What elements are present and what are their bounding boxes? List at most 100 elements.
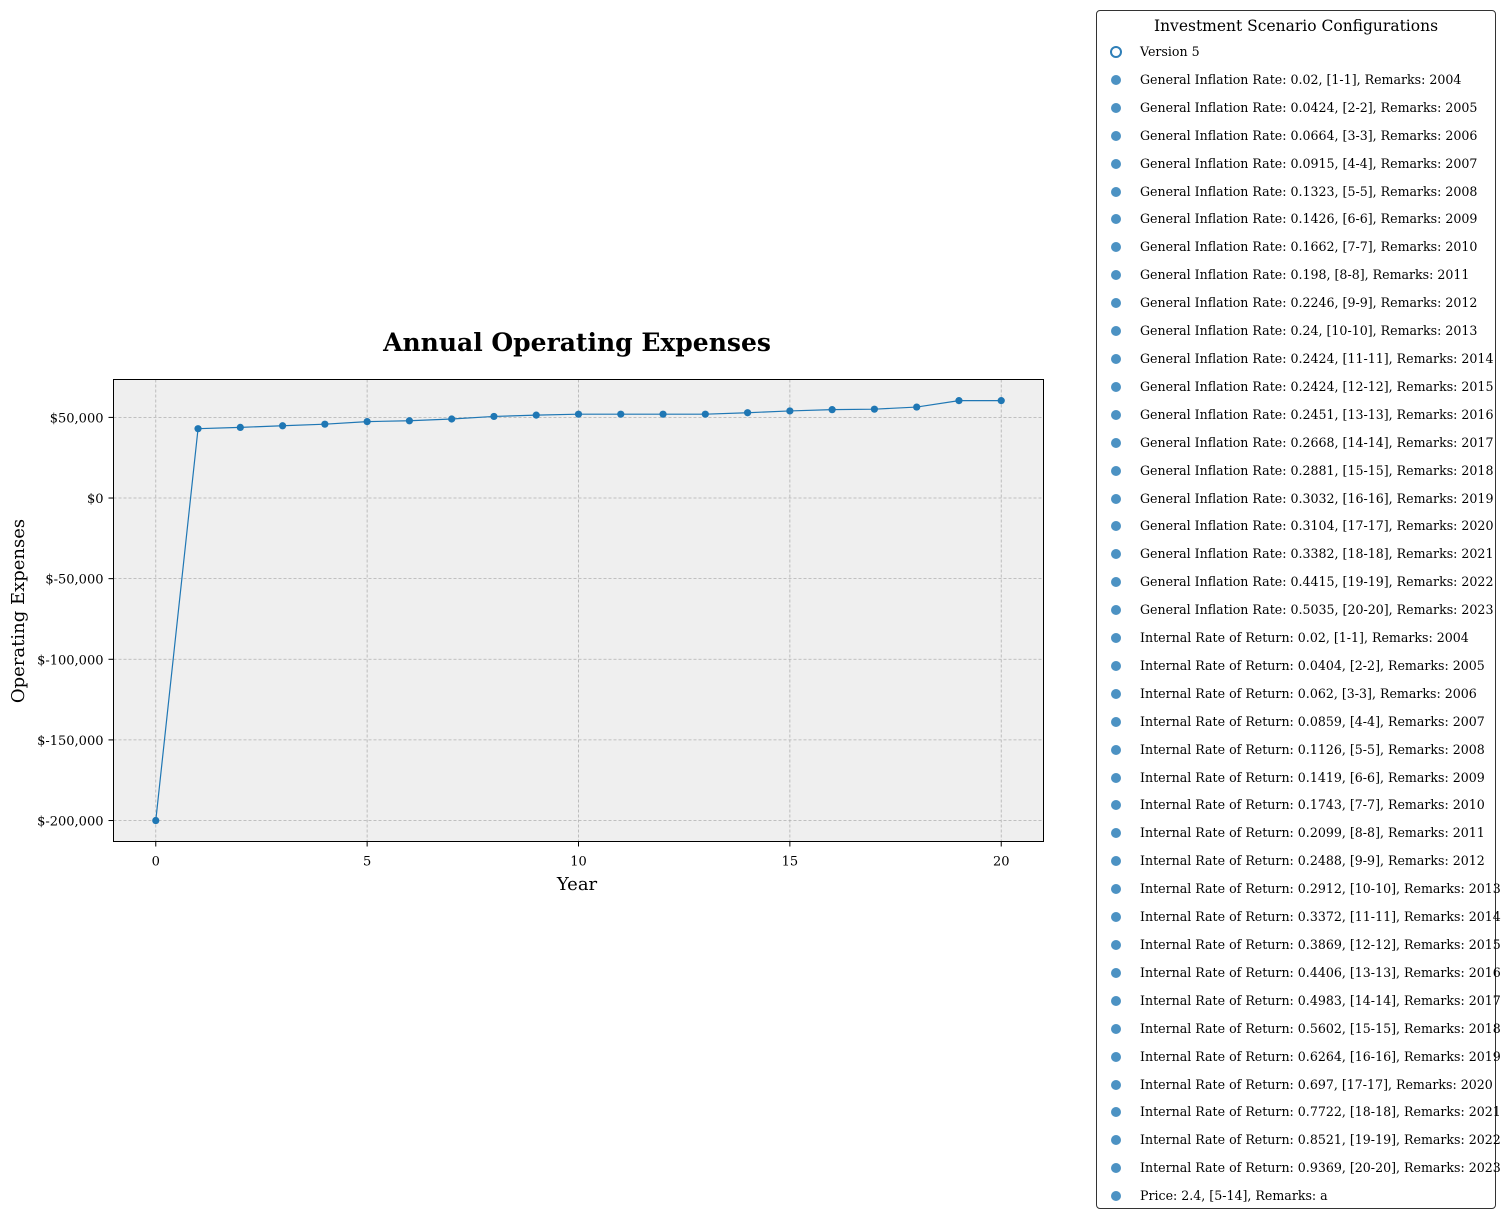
legend-item-label: Internal Rate of Return: 0.9369, [20-20]… [1140,1160,1501,1176]
legend-item-label: Internal Rate of Return: 0.3372, [11-11]… [1140,909,1501,925]
circle-marker-icon [1111,1135,1121,1146]
legend-item: General Inflation Rate: 0.198, [8-8], Re… [1097,261,1495,289]
legend-item: Internal Rate of Return: 0.3372, [11-11]… [1097,903,1501,931]
legend-item-label: General Inflation Rate: 0.3032, [16-16],… [1140,490,1494,506]
circle-marker-icon [1111,1079,1121,1090]
legend-item: General Inflation Rate: 0.0664, [3-3], R… [1097,122,1495,150]
legend-item-label: General Inflation Rate: 0.2424, [12-12],… [1140,378,1494,394]
legend-item-label: General Inflation Rate: 0.0424, [2-2], R… [1140,99,1478,115]
legend-item-label: Price: 2.4, [5-14], Remarks: a [1140,1188,1328,1204]
x-tick-label: 20 [993,855,1010,870]
legend-item: Internal Rate of Return: 0.6264, [16-16]… [1097,1043,1501,1071]
y-tick-label: $-200,000 [37,815,103,830]
legend-item-label: Version 5 [1140,44,1200,59]
legend-item: Price: 2.4, [5-14], Remarks: a [1097,1182,1495,1210]
legend-item: Version 5 [1097,38,1495,66]
circle-marker-icon [1111,465,1121,476]
circle-marker-icon [1111,353,1121,364]
legend-item: Internal Rate of Return: 0.2912, [10-10]… [1097,875,1501,903]
y-tick-label: $-100,000 [37,653,103,668]
data-point [997,397,1005,405]
circle-marker-icon [1111,577,1121,588]
circle-marker-icon [1111,493,1121,504]
circle-marker-icon [1111,409,1121,420]
legend: Investment Scenario Configurations Versi… [1096,10,1501,1210]
circle-marker-icon [1111,605,1121,616]
legend-item-label: Internal Rate of Return: 0.4406, [13-13]… [1140,964,1501,980]
circle-marker-icon [1111,326,1121,337]
legend-item-label: General Inflation Rate: 0.2881, [15-15],… [1140,462,1494,478]
y-tick-label: $0 [87,492,104,507]
legend-item: General Inflation Rate: 0.1426, [6-6], R… [1097,205,1495,233]
legend-item-label: General Inflation Rate: 0.3382, [18-18],… [1140,546,1494,562]
chart-title: Annual Operating Expenses [382,328,771,357]
legend-item-label: Internal Rate of Return: 0.5602, [15-15]… [1140,1020,1501,1036]
legend-item: General Inflation Rate: 0.2424, [11-11],… [1097,345,1495,373]
data-point [152,816,160,825]
circle-marker-icon [1111,1051,1121,1062]
circle-marker-icon [1111,186,1121,197]
circle-marker-icon [1111,242,1121,253]
circle-marker-icon [1111,437,1121,448]
data-point [913,403,921,411]
legend-item-label: Internal Rate of Return: 0.697, [17-17],… [1140,1076,1493,1092]
legend-item-label: Internal Rate of Return: 0.2488, [9-9], … [1140,853,1485,869]
x-axis-label: Year [556,874,598,895]
data-point [828,406,836,414]
legend-item-label: Internal Rate of Return: 0.7722, [18-18]… [1140,1104,1501,1120]
legend-item: General Inflation Rate: 0.2424, [12-12],… [1097,373,1495,401]
y-tick-label: $50,000 [50,411,104,426]
circle-marker-icon [1111,1191,1121,1202]
data-point [786,407,794,415]
legend-item: Internal Rate of Return: 0.0859, [4-4], … [1097,708,1495,736]
circle-marker-icon [1111,381,1121,392]
legend-item-label: Internal Rate of Return: 0.1743, [7-7], … [1140,797,1485,813]
x-tick-label: 0 [152,855,160,870]
legend-item-label: General Inflation Rate: 0.4415, [19-19],… [1140,574,1494,590]
y-tick-label: $-50,000 [45,573,103,588]
legend-item-label: Internal Rate of Return: 0.2099, [8-8], … [1140,825,1485,841]
legend-item: General Inflation Rate: 0.0424, [2-2], R… [1097,94,1495,122]
legend-item: General Inflation Rate: 0.2451, [13-13],… [1097,401,1495,429]
legend-item-label: General Inflation Rate: 0.2246, [9-9], R… [1140,295,1478,311]
circle-marker-icon [1111,549,1121,560]
legend-item: Internal Rate of Return: 0.0404, [2-2], … [1097,652,1495,680]
legend-item-label: General Inflation Rate: 0.24, [10-10], R… [1140,323,1478,339]
circle-marker-icon [1111,744,1121,755]
data-point [363,417,371,426]
legend-items: Version 5 General Inflation Rate: 0.02, [… [1097,38,1501,1210]
legend-item: Internal Rate of Return: 0.8521, [19-19]… [1097,1126,1501,1154]
circle-marker-icon [1111,884,1121,895]
data-point [659,410,667,418]
legend-item-label: Internal Rate of Return: 0.2912, [10-10]… [1140,881,1501,897]
legend-item-label: Internal Rate of Return: 0.3869, [12-12]… [1140,937,1501,952]
legend-item: Internal Rate of Return: 0.7722, [18-18]… [1097,1098,1501,1126]
circle-marker-icon [1111,102,1121,113]
circle-marker-icon [1111,1107,1121,1118]
legend-item-label: General Inflation Rate: 0.1323, [5-5], R… [1140,183,1478,199]
legend-item: General Inflation Rate: 0.0915, [4-4], R… [1097,150,1495,178]
circle-marker-icon [1111,856,1121,867]
line-chart: Annual Operating Expenses 0 5 10 15 20 $-200… [8,328,1044,895]
circle-marker-icon [1111,130,1121,141]
legend-item-label: General Inflation Rate: 0.2668, [14-14],… [1140,434,1494,450]
legend-item-label: Internal Rate of Return: 0.0404, [2-2], … [1140,657,1485,673]
data-point [405,417,414,425]
circle-marker-icon [1111,158,1121,169]
circle-marker-icon [1111,1163,1121,1174]
legend-item: Internal Rate of Return: 0.1126, [5-5], … [1097,736,1495,764]
legend-item: General Inflation Rate: 0.5035, [20-20],… [1097,596,1495,624]
x-tick-label: 5 [363,855,371,870]
legend-item-label: General Inflation Rate: 0.02, [1-1], Rem… [1140,71,1462,87]
hollow-circle-marker-icon [1110,46,1122,58]
y-axis-label: Operating Expenses [8,519,29,703]
legend-item-label: General Inflation Rate: 0.2424, [11-11],… [1140,350,1494,366]
legend-title: Investment Scenario Configurations [1153,17,1439,35]
legend-item-label: General Inflation Rate: 0.198, [8-8], Re… [1140,267,1470,283]
legend-item: Internal Rate of Return: 0.2099, [8-8], … [1097,819,1495,847]
legend-item-label: Internal Rate of Return: 0.4983, [14-14]… [1140,992,1501,1008]
series-layer [152,397,1005,825]
legend-item-label: General Inflation Rate: 0.3104, [17-17],… [1140,518,1494,534]
legend-item: General Inflation Rate: 0.1323, [5-5], R… [1097,178,1495,206]
legend-item: Internal Rate of Return: 0.1743, [7-7], … [1097,791,1495,819]
